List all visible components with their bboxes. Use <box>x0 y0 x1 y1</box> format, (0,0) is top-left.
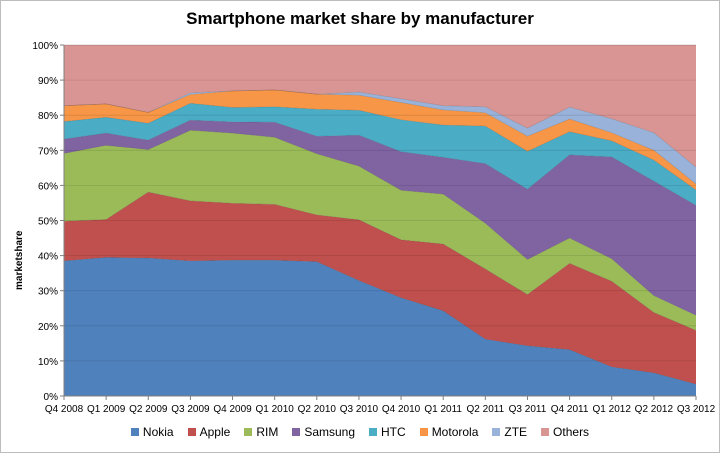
legend-swatch <box>130 428 139 436</box>
legend-swatch <box>244 428 253 436</box>
legend-swatch <box>292 428 301 436</box>
legend-item-others: Others <box>541 425 589 439</box>
legend-label: ZTE <box>504 425 528 439</box>
legend-swatch <box>541 428 550 436</box>
y-tick-label: 70% <box>38 146 58 157</box>
y-tick-label: 40% <box>38 252 58 263</box>
legend-swatch <box>492 428 501 436</box>
chart-title: Smartphone market share by manufacturer <box>186 9 534 28</box>
legend-item-motorola: Motorola <box>419 425 479 439</box>
legend-item-zte: ZTE <box>492 425 527 439</box>
y-tick-label: 0% <box>44 392 59 403</box>
x-tick-label: Q2 2009 <box>129 404 168 415</box>
series-edge-samsung <box>63 119 697 206</box>
legend-label: HTC <box>381 425 406 439</box>
legend-label: Others <box>553 425 590 439</box>
legend-label: Apple <box>199 425 231 439</box>
legend-label: RIM <box>256 425 279 439</box>
series-edge-motorola <box>63 89 697 185</box>
x-tick-label: Q3 2010 <box>340 404 379 415</box>
y-tick-label: 50% <box>38 217 58 228</box>
x-tick-label: Q1 2010 <box>255 404 294 415</box>
x-tick-label: Q4 2009 <box>213 404 252 415</box>
x-tick-label: Q1 2012 <box>593 404 632 415</box>
area-others <box>64 45 696 168</box>
legend-label: Motorola <box>431 425 479 439</box>
legend-label: Samsung <box>304 425 356 439</box>
area-rim <box>64 130 696 331</box>
x-tick-label: Q2 2012 <box>635 404 674 415</box>
y-tick-label: 100% <box>32 41 58 52</box>
x-tick-label: Q3 2009 <box>171 404 210 415</box>
y-tick-label: 80% <box>38 111 58 122</box>
x-tick-label: Q1 2011 <box>424 404 462 415</box>
x-tick-label: Q3 2011 <box>509 404 547 415</box>
area-samsung <box>64 120 696 316</box>
series-edge-apple <box>63 191 697 331</box>
x-tick-label: Q1 2009 <box>87 404 126 415</box>
legend-item-htc: HTC <box>369 425 406 439</box>
area-apple <box>64 192 696 385</box>
legend-swatch <box>419 428 428 436</box>
x-tick-label: Q3 2012 <box>677 404 716 415</box>
series-edge-htc <box>63 102 697 191</box>
x-tick-label: Q4 2010 <box>382 404 421 415</box>
chart-legend: Nokia Apple RIM Samsung HTC Motorola ZTE Others <box>0 425 720 439</box>
series-edge-rim <box>63 129 697 316</box>
legend-label: Nokia <box>142 425 174 439</box>
y-tick-label: 90% <box>38 76 58 87</box>
x-tick-label: Q4 2008 <box>45 404 84 415</box>
series-edge-nokia <box>63 257 697 385</box>
legend-swatch <box>187 428 196 436</box>
legend-swatch <box>369 428 378 436</box>
y-tick-label: 30% <box>38 287 58 298</box>
area-htc <box>64 103 696 206</box>
legend-item-nokia: Nokia <box>130 425 174 439</box>
x-tick-label: Q4 2011 <box>551 404 589 415</box>
legend-item-samsung: Samsung <box>292 425 355 439</box>
area-motorola <box>64 89 696 190</box>
series-edge-zte <box>63 89 697 168</box>
y-tick-label: 20% <box>38 322 58 333</box>
y-tick-label: 10% <box>38 357 58 368</box>
y-tick-label: 60% <box>38 181 58 192</box>
legend-item-apple: Apple <box>187 425 231 439</box>
x-tick-label: Q2 2011 <box>467 404 505 415</box>
legend-item-rim: RIM <box>244 425 278 439</box>
area-nokia <box>64 257 696 396</box>
x-tick-label: Q2 2010 <box>298 404 337 415</box>
